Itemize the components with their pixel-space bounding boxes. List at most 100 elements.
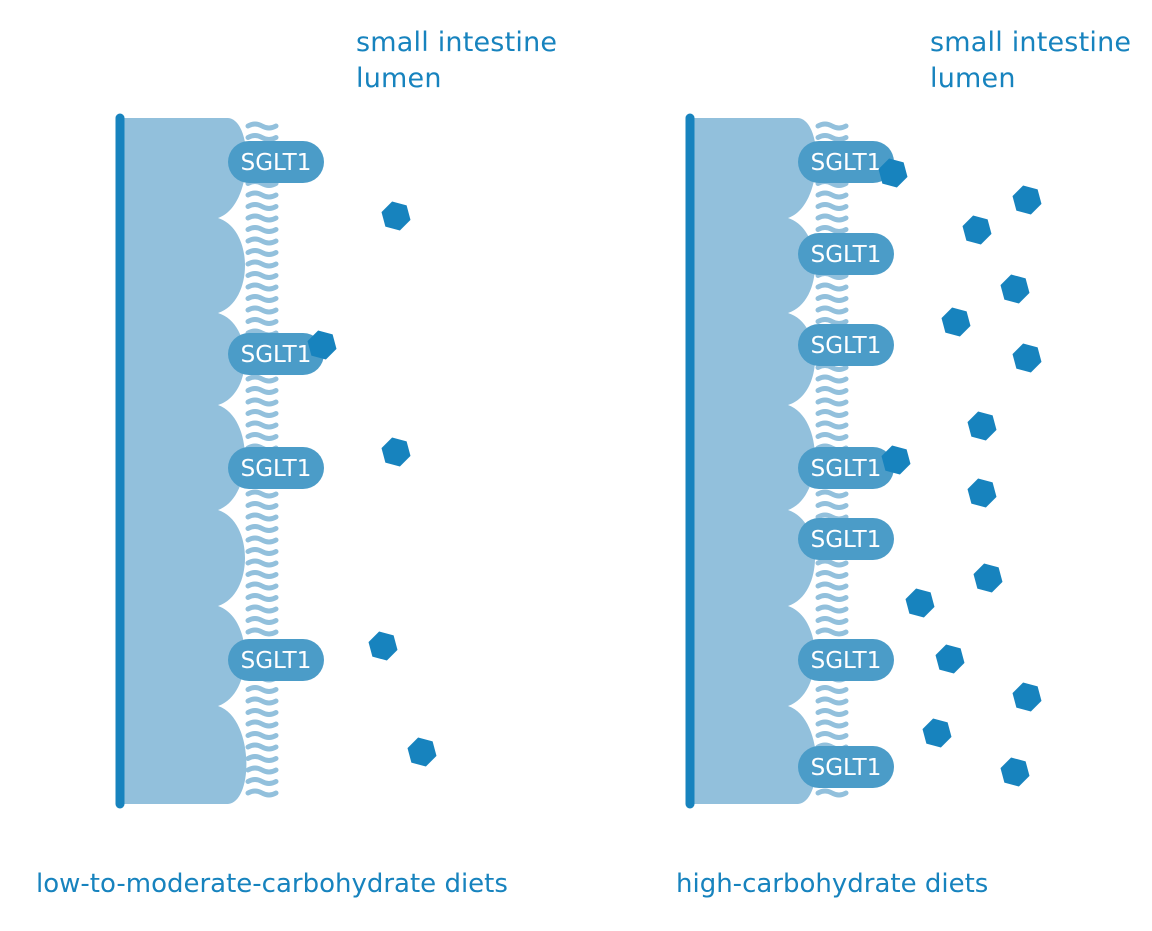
microvillus xyxy=(245,259,279,269)
microvillus xyxy=(245,248,279,257)
microvillus xyxy=(815,788,849,798)
microvillus xyxy=(245,317,279,326)
microvillus xyxy=(815,386,849,395)
sglt1-transporters-left: SGLT1 SGLT1 SGLT1 SGLT1 xyxy=(228,141,324,681)
microvillus xyxy=(245,236,279,246)
sglt1-transporter: SGLT1 xyxy=(228,333,324,375)
microvillus xyxy=(815,133,849,142)
sglt1-transporter: SGLT1 xyxy=(798,639,894,681)
microvillus xyxy=(815,305,849,315)
sglt1-label: SGLT1 xyxy=(241,648,312,674)
sglt1-label: SGLT1 xyxy=(241,342,312,368)
microvillus xyxy=(815,420,849,430)
lumen-label-left-line2: lumen xyxy=(356,63,442,94)
microvillus xyxy=(815,581,849,591)
microvillus xyxy=(815,719,849,729)
glucose-molecule xyxy=(381,437,411,467)
lumen-label-left-line1: small intestine xyxy=(356,27,558,58)
glucose-molecule xyxy=(381,201,411,231)
microvillus xyxy=(815,501,849,510)
glucose-molecule xyxy=(962,215,992,245)
sglt1-transporter: SGLT1 xyxy=(798,141,894,183)
microvillus xyxy=(245,386,279,395)
microvillus xyxy=(815,225,849,234)
glucose-molecules-right xyxy=(878,158,1042,787)
microvillus xyxy=(815,616,849,625)
enterocyte-cell-left xyxy=(115,113,247,809)
microvillus xyxy=(245,524,279,533)
microvillus xyxy=(245,604,279,614)
sglt1-label: SGLT1 xyxy=(811,755,882,781)
sglt1-label: SGLT1 xyxy=(811,242,882,268)
cell-body xyxy=(120,118,247,804)
caption-high-carbohydrate: high-carbohydrate diets xyxy=(676,869,989,899)
sglt1-pill xyxy=(798,324,894,366)
lumen-label-right-line1: small intestine xyxy=(930,27,1132,58)
sglt1-transporter: SGLT1 xyxy=(798,447,894,489)
glucose-molecule xyxy=(973,563,1003,593)
lumen-label-left: small intestine lumen xyxy=(356,25,557,97)
microvillus xyxy=(245,190,279,200)
sglt1-pill xyxy=(798,518,894,560)
cell-body xyxy=(690,118,817,804)
sglt1-label: SGLT1 xyxy=(811,333,882,359)
sglt1-label: SGLT1 xyxy=(811,527,882,553)
glucose-molecule xyxy=(878,158,908,188)
sglt1-label: SGLT1 xyxy=(811,648,882,674)
glucose-molecule xyxy=(1012,185,1042,215)
glucose-molecule xyxy=(407,737,437,767)
sglt1-transporter: SGLT1 xyxy=(798,746,894,788)
glucose-molecule xyxy=(941,307,971,337)
microvillus xyxy=(245,765,279,775)
microvillus xyxy=(815,121,849,131)
microvillus xyxy=(815,317,849,326)
microvillus xyxy=(815,282,849,292)
microvillus xyxy=(245,708,279,717)
caption-low-carbohydrate: low-to-moderate-carbohydrate diets xyxy=(36,869,508,899)
sglt1-transporter: SGLT1 xyxy=(798,233,894,275)
microvillus xyxy=(245,547,279,556)
microvillus xyxy=(245,282,279,292)
sglt1-label: SGLT1 xyxy=(241,150,312,176)
microvillus xyxy=(245,731,279,740)
lumen-label-right-line2: lumen xyxy=(930,63,1016,94)
microvillus xyxy=(245,570,279,579)
sglt1-pill xyxy=(228,141,324,183)
sglt1-pill xyxy=(228,333,324,375)
glucose-molecules-left xyxy=(307,201,437,767)
microvillus xyxy=(245,213,279,223)
sglt1-pill xyxy=(228,447,324,489)
microvillus xyxy=(815,708,849,717)
microvillus xyxy=(815,731,849,740)
microvillus xyxy=(245,754,279,763)
microvillus xyxy=(815,685,849,694)
microvillus xyxy=(245,616,279,625)
sglt1-transporter: SGLT1 xyxy=(228,447,324,489)
glucose-molecule xyxy=(935,644,965,674)
sglt1-label: SGLT1 xyxy=(241,456,312,482)
microvillus xyxy=(815,363,849,372)
microvillus xyxy=(245,121,279,131)
glucose-molecule xyxy=(922,718,952,748)
microvillus xyxy=(815,202,849,211)
microvillus xyxy=(245,558,279,568)
glucose-molecule xyxy=(1012,343,1042,373)
sglt1-transporter: SGLT1 xyxy=(228,639,324,681)
microvillus xyxy=(815,294,849,303)
microvillus xyxy=(815,604,849,614)
sglt1-transporter: SGLT1 xyxy=(228,141,324,183)
microvillus xyxy=(245,271,279,280)
glucose-molecule xyxy=(1012,682,1042,712)
lumen-label-right: small intestine lumen xyxy=(930,25,1131,97)
panel-high-carbohydrate: SGLT1 SGLT1 SGLT1 SGLT1 SGLT1 SGLT1 SGLT1 xyxy=(685,113,1042,809)
microvillus xyxy=(815,627,849,637)
sglt1-label: SGLT1 xyxy=(811,456,882,482)
sglt1-transporters-right: SGLT1 SGLT1 SGLT1 SGLT1 SGLT1 SGLT1 SGLT1 xyxy=(798,141,894,788)
sglt1-label: SGLT1 xyxy=(811,150,882,176)
sglt1-pill xyxy=(798,447,894,489)
microvillus xyxy=(245,581,279,591)
glucose-molecule xyxy=(307,330,337,360)
microvillus xyxy=(245,501,279,510)
microvillus xyxy=(245,788,279,798)
